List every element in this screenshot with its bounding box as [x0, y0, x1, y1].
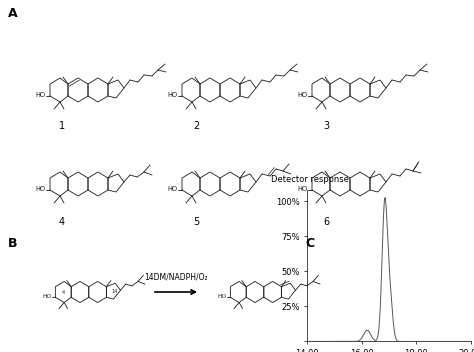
Text: 14DM/NADPH/O₂: 14DM/NADPH/O₂	[144, 273, 208, 282]
Text: 2: 2	[193, 121, 199, 131]
Text: HO: HO	[298, 186, 308, 192]
Text: Detector response: Detector response	[271, 175, 349, 184]
Text: HO: HO	[168, 186, 178, 192]
Text: A: A	[8, 7, 18, 20]
Text: C: C	[305, 237, 314, 250]
Text: HO: HO	[43, 294, 52, 299]
Text: 5: 5	[193, 217, 199, 227]
Text: 4: 4	[59, 217, 65, 227]
Text: 1: 1	[59, 121, 65, 131]
Text: HO: HO	[36, 92, 46, 98]
Text: HO: HO	[168, 92, 178, 98]
Text: 3: 3	[323, 121, 329, 131]
Text: HO: HO	[218, 294, 227, 299]
Text: B: B	[8, 237, 18, 250]
Text: HO: HO	[298, 92, 308, 98]
Text: HO: HO	[36, 186, 46, 192]
Text: 4: 4	[62, 289, 65, 295]
Text: 14: 14	[111, 289, 118, 294]
Text: 6: 6	[323, 217, 329, 227]
